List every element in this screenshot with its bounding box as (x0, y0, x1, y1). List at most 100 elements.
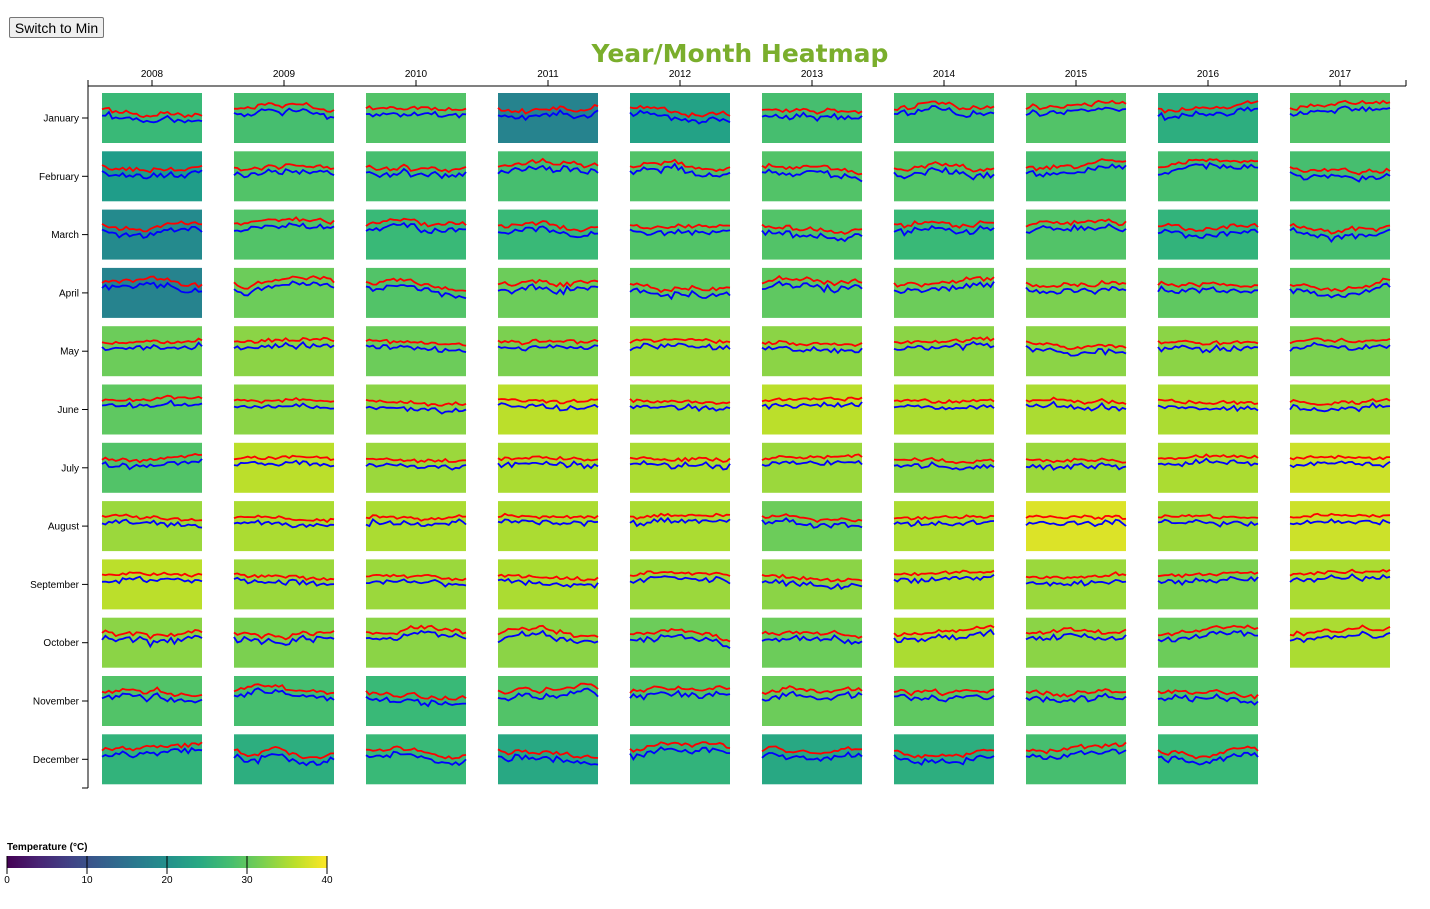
max-temp-line (1289, 166, 1391, 176)
min-temp-line (497, 687, 599, 702)
heatmap-cell (365, 617, 467, 668)
max-temp-line (629, 398, 731, 405)
cell-rect (762, 442, 862, 493)
max-temp-line (1025, 340, 1127, 351)
min-temp-line (761, 634, 863, 646)
cell-rect (102, 442, 202, 493)
cell-rect (234, 734, 334, 785)
cell-rect (762, 151, 862, 202)
cell-rect (894, 267, 994, 318)
min-temp-line (629, 403, 731, 412)
heatmap-cell (1289, 501, 1391, 552)
heatmap-cell (761, 676, 863, 726)
cell-rect (366, 93, 466, 143)
max-temp-line (1289, 624, 1391, 637)
heatmap-cell (1025, 501, 1127, 552)
cell-rect (1158, 501, 1258, 552)
heatmap-cell (629, 734, 731, 785)
max-temp-line (893, 220, 995, 229)
min-temp-line (233, 634, 335, 646)
cell-rect (234, 442, 334, 493)
y-tick-label-may: May (60, 347, 79, 358)
max-temp-line (1025, 158, 1127, 172)
heatmap-cell (365, 676, 467, 726)
max-temp-line (1289, 512, 1391, 519)
min-temp-line (761, 229, 863, 243)
max-temp-line (761, 275, 863, 287)
y-tick-label-june: June (57, 405, 79, 416)
cell-rect (762, 267, 862, 318)
max-temp-line (629, 685, 731, 694)
heatmap-cell (629, 384, 731, 435)
min-temp-line (497, 283, 599, 296)
cell-rect (1158, 151, 1258, 202)
cell-rect (1026, 734, 1126, 785)
heatmap-cell (497, 501, 599, 552)
max-temp-line (1157, 158, 1259, 169)
heatmap-cell (893, 267, 995, 318)
max-temp-line (893, 336, 995, 345)
heatmap-cell (497, 559, 599, 610)
cell-rect (894, 442, 994, 493)
max-temp-line (1157, 513, 1259, 520)
cell-rect (234, 151, 334, 202)
cell-rect (894, 617, 994, 668)
heatmap-cell (893, 151, 995, 202)
max-temp-line (233, 275, 335, 290)
heatmap-cell (1289, 151, 1391, 202)
min-temp-line (893, 628, 995, 644)
min-temp-line (629, 689, 731, 701)
heatmap-cell (629, 209, 731, 260)
max-temp-line (497, 573, 599, 582)
max-temp-line (761, 107, 863, 115)
max-temp-line (761, 745, 862, 755)
cell-rect (630, 617, 730, 668)
max-temp-line (1157, 571, 1259, 579)
min-temp-line (233, 687, 335, 702)
min-temp-line (1025, 106, 1127, 117)
heatmap-cell (1157, 151, 1259, 202)
heatmap-cell (233, 501, 335, 552)
min-temp-line (629, 633, 731, 650)
switch-to-min-button[interactable]: Switch to Min (9, 17, 104, 38)
heatmap-cell (497, 326, 599, 377)
cell-rect (1026, 617, 1126, 668)
cell-rect (498, 501, 598, 552)
min-temp-line (365, 284, 467, 300)
max-temp-line (233, 101, 335, 113)
cell-rect (234, 209, 334, 260)
heatmap-cell (365, 151, 467, 202)
max-temp-line (101, 571, 203, 578)
heatmap-cell (761, 442, 863, 493)
cell-rect (234, 501, 334, 552)
max-temp-line (497, 278, 599, 288)
min-temp-line (101, 281, 203, 294)
cell-rect (1290, 267, 1390, 318)
x-tick-label-2008: 2008 (141, 69, 164, 80)
min-temp-line (233, 107, 335, 121)
chart-title: Year/Month Heatmap (591, 39, 889, 68)
heatmap-cell (233, 151, 335, 202)
cell-rect (894, 501, 994, 552)
max-temp-line (629, 282, 731, 294)
min-temp-line (497, 225, 599, 239)
min-temp-line (893, 693, 995, 703)
cell-rect (1158, 267, 1258, 318)
min-temp-line (365, 110, 467, 119)
heatmap-cell (893, 93, 995, 143)
min-temp-line (1025, 578, 1127, 587)
max-temp-line (629, 512, 731, 521)
max-temp-line (101, 513, 203, 522)
heatmap-cell (761, 326, 863, 377)
min-temp-line (1289, 401, 1391, 413)
cell-rect (630, 559, 730, 610)
max-temp-line (1157, 689, 1259, 700)
heatmap-cell (365, 384, 467, 435)
heatmap-cell (365, 93, 467, 143)
cell-rect (630, 734, 730, 785)
heatmap-cell (1157, 326, 1259, 377)
cell-rect (1290, 501, 1390, 552)
max-temp-line (629, 570, 731, 577)
max-temp-line (233, 454, 335, 461)
min-temp-line (233, 519, 335, 529)
